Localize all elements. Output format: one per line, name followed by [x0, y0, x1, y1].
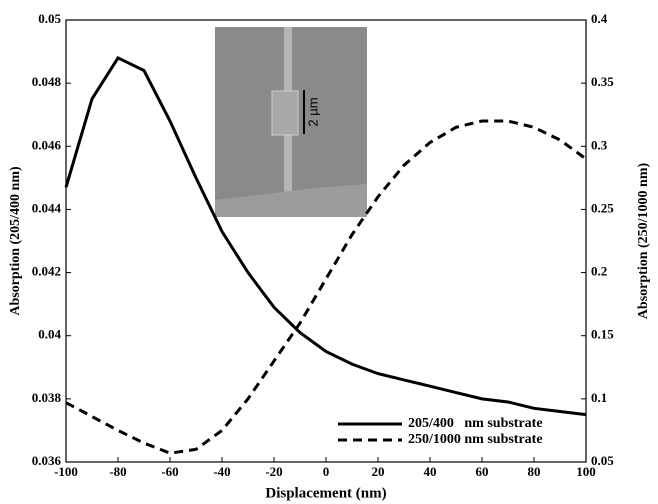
- x-tick-label: 80: [528, 464, 541, 479]
- legend-label: 250/1000 nm substrate: [408, 432, 543, 447]
- y2-tick-label: 0.35: [591, 74, 614, 89]
- x-tick-label: 60: [476, 464, 489, 479]
- y-tick-label: 0.042: [32, 264, 61, 279]
- series-line: [65, 119, 587, 455]
- y2-tick-label: 0.3: [591, 137, 608, 152]
- y2-axis-label: Absorption (250/1000 nm): [636, 162, 651, 319]
- legend-label: 205/400 nm substrate: [408, 416, 543, 431]
- y-tick-label: 0.036: [32, 453, 62, 468]
- series-line: [64, 55, 587, 417]
- y2-tick-label: 0.2: [591, 264, 607, 279]
- x-tick-label: 20: [372, 464, 385, 479]
- x-tick-label: -40: [213, 464, 230, 479]
- x-tick-label: -80: [109, 464, 126, 479]
- x-axis-label: Displacement (nm): [265, 485, 386, 501]
- y2-tick-label: 0.1: [591, 390, 607, 405]
- x-tick-label: 100: [576, 464, 596, 479]
- inset-label: 2 µm: [305, 97, 320, 126]
- x-tick-label: -100: [54, 464, 78, 479]
- y-tick-label: 0.044: [32, 200, 62, 215]
- y2-tick-label: 0.05: [591, 453, 614, 468]
- x-tick-label: -20: [265, 464, 282, 479]
- y-tick-label: 0.05: [38, 11, 61, 26]
- inset-pad: [271, 90, 299, 136]
- y-tick-label: 0.046: [32, 137, 62, 152]
- y2-tick-label: 0.4: [591, 11, 608, 26]
- y-axis-label: Absorption (205/400 nm): [8, 166, 23, 316]
- y-tick-label: 0.04: [38, 327, 61, 342]
- y2-tick-label: 0.15: [591, 327, 614, 342]
- x-tick-label: 40: [424, 464, 437, 479]
- y-tick-label: 0.048: [32, 74, 62, 89]
- y-tick-label: 0.038: [32, 390, 62, 405]
- x-tick-label: -60: [161, 464, 178, 479]
- y2-tick-label: 0.25: [591, 200, 614, 215]
- inset-base: [215, 184, 367, 217]
- inset-image: 2 µm: [215, 27, 367, 217]
- x-tick-label: 0: [323, 464, 330, 479]
